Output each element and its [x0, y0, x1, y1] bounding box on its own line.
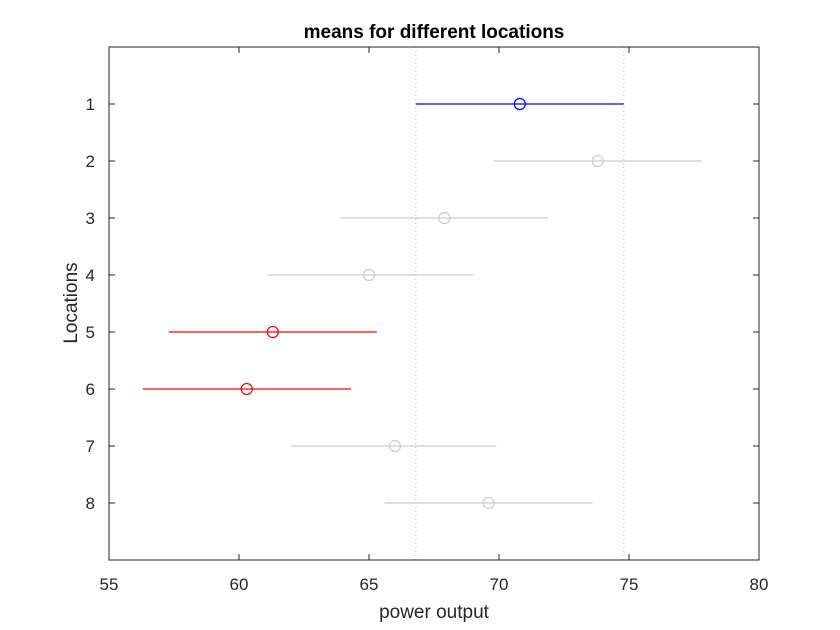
- x-tick-label-55: 55: [100, 575, 119, 594]
- y-tick-label-6: 6: [86, 380, 95, 399]
- plot-frame: [108, 46, 760, 561]
- y-tick-label-8: 8: [86, 494, 95, 513]
- y-axis-ticks: 1 2 3 4 5 6 7 8: [86, 95, 759, 513]
- mean-marker-3: [438, 211, 451, 225]
- y-tick-label-3: 3: [86, 209, 95, 228]
- mean-marker-2: [591, 154, 604, 168]
- chart-title: means for different locations: [304, 22, 565, 43]
- mean-marker-7: [388, 439, 402, 453]
- y-tick-label-2: 2: [86, 152, 95, 171]
- x-axis-label: power output: [379, 602, 490, 623]
- mean-marker-1: [513, 97, 526, 111]
- x-tick-label-70: 70: [490, 575, 509, 594]
- y-tick-label-4: 4: [86, 266, 95, 285]
- reference-lines: [415, 47, 625, 560]
- mean-marker-6: [240, 382, 253, 396]
- data-series: [142, 97, 702, 510]
- plot-background: [109, 47, 759, 560]
- y-axis-label: Locations: [61, 262, 82, 343]
- mean-marker-5: [266, 325, 279, 339]
- mean-marker-8: [482, 496, 495, 510]
- y-tick-label-1: 1: [86, 95, 95, 114]
- y-tick-label-7: 7: [86, 437, 95, 456]
- x-tick-label-75: 75: [620, 575, 639, 594]
- x-axis-ticks: 55 60 65 70 75 80: [100, 47, 769, 594]
- x-tick-label-60: 60: [230, 575, 249, 594]
- y-tick-label-5: 5: [86, 323, 95, 342]
- x-tick-label-65: 65: [360, 575, 379, 594]
- x-tick-label-80: 80: [750, 575, 769, 594]
- mean-marker-4: [362, 268, 376, 282]
